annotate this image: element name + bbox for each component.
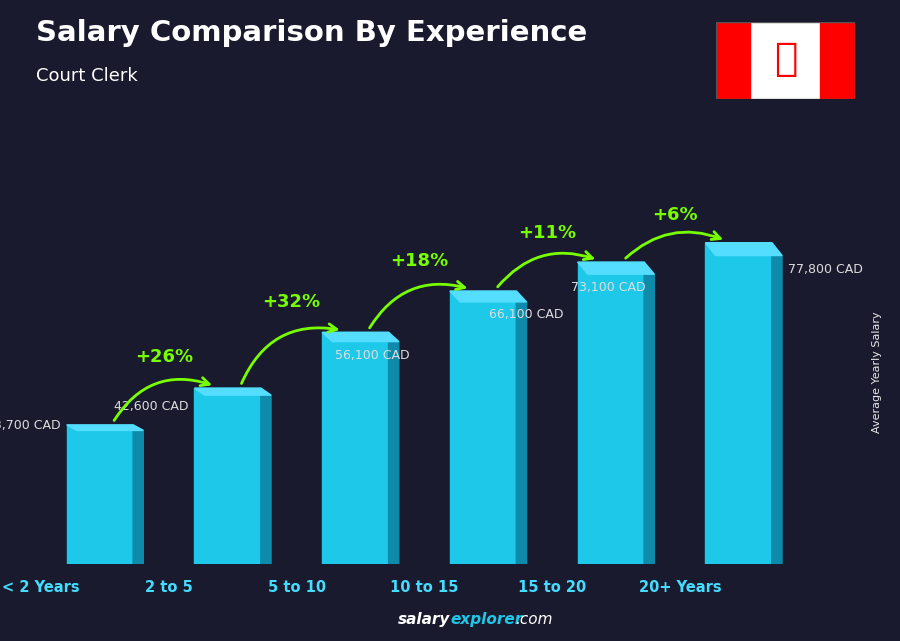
Polygon shape (706, 243, 782, 256)
Text: 56,100 CAD: 56,100 CAD (335, 349, 410, 362)
Text: Salary Comparison By Experience: Salary Comparison By Experience (36, 19, 587, 47)
Text: 10 to 15: 10 to 15 (390, 580, 458, 595)
Polygon shape (389, 332, 399, 564)
Text: 77,800 CAD: 77,800 CAD (788, 263, 863, 276)
Text: 33,700 CAD: 33,700 CAD (0, 419, 60, 431)
Bar (450, 291, 517, 564)
Bar (820, 22, 855, 99)
Bar (578, 262, 644, 564)
Text: 🍁: 🍁 (774, 40, 796, 78)
Text: 2 to 5: 2 to 5 (145, 580, 193, 595)
Text: 20+ Years: 20+ Years (638, 580, 721, 595)
Text: +26%: +26% (135, 349, 193, 367)
Polygon shape (450, 291, 526, 302)
Text: explorer: explorer (450, 612, 522, 627)
Bar (322, 332, 389, 564)
Text: Court Clerk: Court Clerk (36, 67, 138, 85)
Polygon shape (517, 291, 526, 564)
Text: +32%: +32% (263, 293, 320, 311)
Polygon shape (133, 425, 143, 564)
Text: 42,600 CAD: 42,600 CAD (113, 401, 188, 413)
Polygon shape (772, 243, 782, 564)
Text: +18%: +18% (390, 252, 448, 270)
Polygon shape (578, 262, 654, 274)
Polygon shape (644, 262, 654, 564)
Text: 5 to 10: 5 to 10 (267, 580, 326, 595)
Text: .com: .com (515, 612, 553, 627)
Text: salary: salary (398, 612, 450, 627)
Text: Average Yearly Salary: Average Yearly Salary (872, 311, 883, 433)
Text: 73,100 CAD: 73,100 CAD (572, 281, 646, 294)
Text: 66,100 CAD: 66,100 CAD (490, 308, 564, 320)
Bar (706, 243, 772, 564)
Bar (194, 388, 261, 564)
Text: < 2 Years: < 2 Years (3, 580, 80, 595)
Bar (67, 425, 133, 564)
Polygon shape (194, 388, 271, 395)
Bar (716, 22, 751, 99)
Polygon shape (322, 332, 399, 342)
Polygon shape (67, 425, 143, 431)
Text: +11%: +11% (518, 224, 576, 242)
Text: 15 to 20: 15 to 20 (518, 580, 586, 595)
Polygon shape (261, 388, 271, 564)
Text: +6%: +6% (652, 206, 698, 224)
